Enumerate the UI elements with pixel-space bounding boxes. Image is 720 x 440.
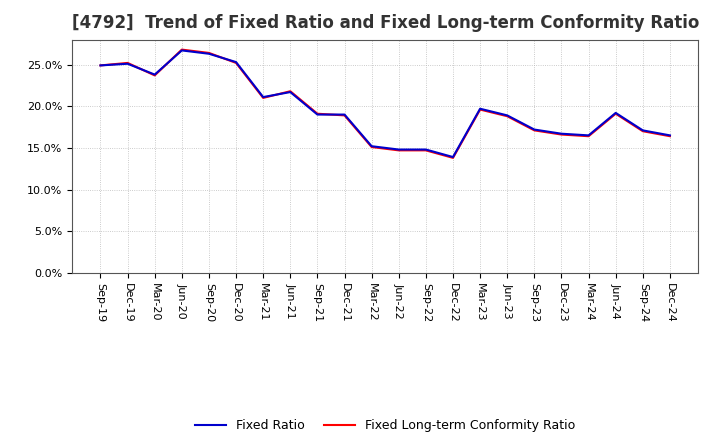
Fixed Long-term Conformity Ratio [584,134,593,139]
Fixed Long-term Conformity Ratio [639,128,647,134]
Fixed Ratio [367,143,376,149]
Fixed Ratio [639,128,647,133]
Fixed Ratio [341,112,349,117]
Fixed Ratio [449,154,457,160]
Legend: Fixed Ratio, Fixed Long-term Conformity Ratio: Fixed Ratio, Fixed Long-term Conformity … [190,414,580,437]
Fixed Long-term Conformity Ratio [557,132,566,137]
Fixed Long-term Conformity Ratio [449,155,457,161]
Fixed Long-term Conformity Ratio [313,111,322,116]
Fixed Ratio [150,72,159,77]
Title: [4792]  Trend of Fixed Ratio and Fixed Long-term Conformity Ratio: [4792] Trend of Fixed Ratio and Fixed Lo… [71,15,699,33]
Fixed Long-term Conformity Ratio [123,60,132,66]
Fixed Ratio [259,95,268,100]
Fixed Long-term Conformity Ratio [232,60,240,66]
Fixed Ratio [123,61,132,66]
Fixed Ratio [178,48,186,53]
Fixed Ratio [665,133,674,138]
Fixed Ratio [530,127,539,132]
Fixed Long-term Conformity Ratio [476,107,485,112]
Fixed Ratio [611,110,620,116]
Fixed Long-term Conformity Ratio [96,63,105,68]
Fixed Long-term Conformity Ratio [611,111,620,116]
Fixed Ratio [204,51,213,56]
Fixed Ratio [395,147,403,152]
Fixed Ratio [557,131,566,136]
Fixed Ratio [286,89,294,95]
Fixed Long-term Conformity Ratio [665,134,674,139]
Fixed Long-term Conformity Ratio [503,114,511,119]
Fixed Ratio [96,63,105,68]
Fixed Long-term Conformity Ratio [286,88,294,94]
Fixed Ratio [476,106,485,111]
Fixed Ratio [503,113,511,118]
Fixed Long-term Conformity Ratio [395,148,403,153]
Fixed Ratio [313,112,322,117]
Fixed Long-term Conformity Ratio [421,148,430,153]
Line: Fixed Ratio: Fixed Ratio [101,51,670,157]
Fixed Long-term Conformity Ratio [150,73,159,78]
Fixed Long-term Conformity Ratio [367,144,376,150]
Fixed Long-term Conformity Ratio [178,47,186,52]
Fixed Ratio [584,133,593,138]
Fixed Ratio [421,147,430,152]
Fixed Long-term Conformity Ratio [204,50,213,55]
Fixed Long-term Conformity Ratio [341,113,349,118]
Fixed Long-term Conformity Ratio [259,95,268,101]
Fixed Long-term Conformity Ratio [530,128,539,133]
Line: Fixed Long-term Conformity Ratio: Fixed Long-term Conformity Ratio [101,50,670,158]
Fixed Ratio [232,59,240,65]
